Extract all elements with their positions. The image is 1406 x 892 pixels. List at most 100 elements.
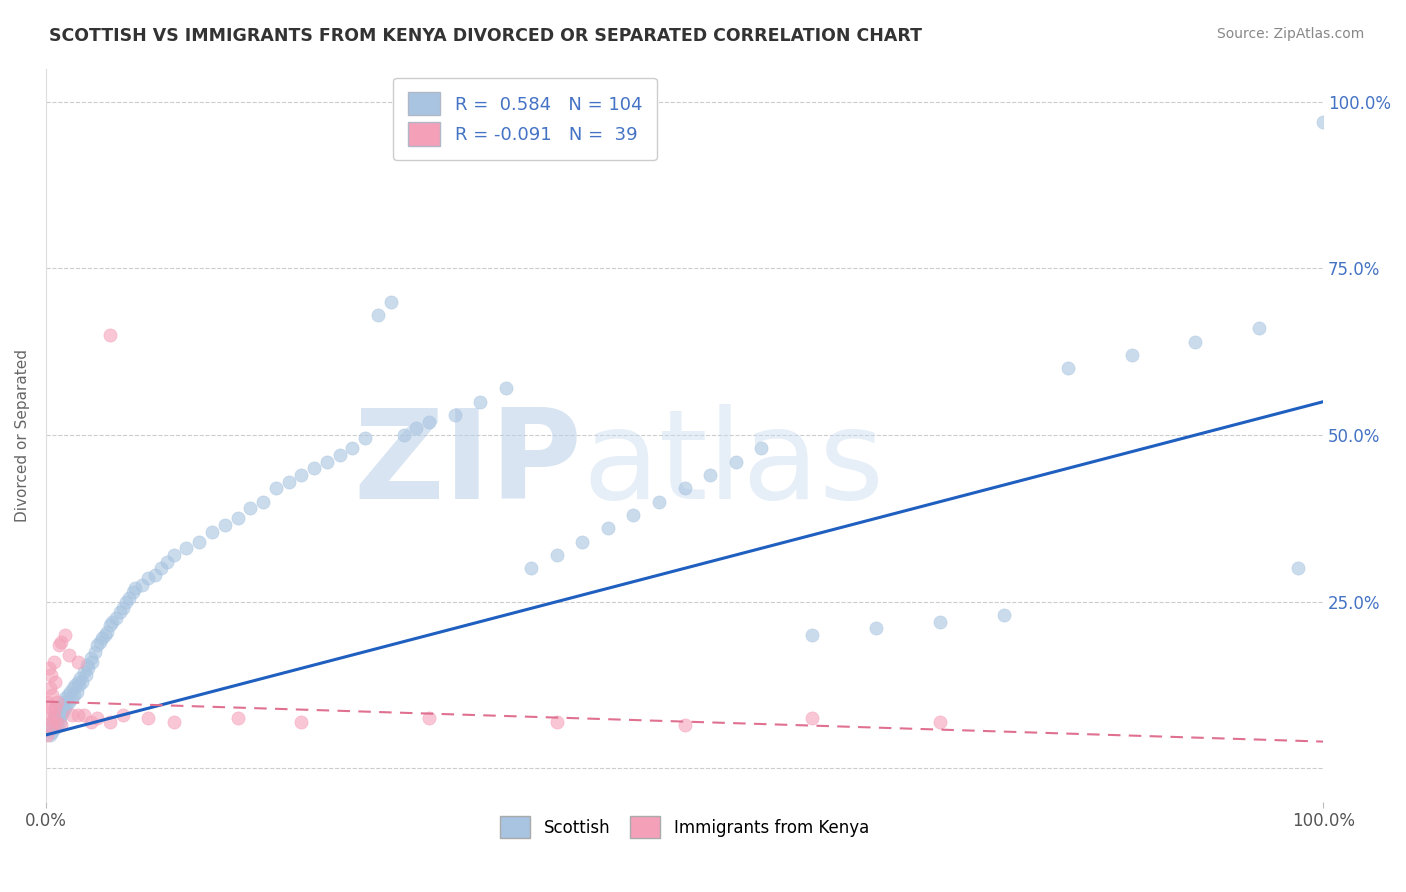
Point [67, 678, 90, 692]
Point [380, 294, 402, 309]
Point [865, 621, 887, 635]
Point [546, 548, 568, 562]
Point [98, 714, 121, 729]
Text: ZIP: ZIP [354, 404, 582, 524]
Point [1312, 115, 1334, 129]
Text: atlas: atlas [582, 404, 884, 524]
Point [46, 718, 69, 732]
Point [75, 668, 97, 682]
Point [66, 708, 89, 723]
Point [111, 708, 134, 723]
Point [93, 628, 115, 642]
Point [91, 632, 114, 646]
Point [45, 701, 67, 715]
Point [83, 645, 105, 659]
Point [52, 698, 75, 712]
Point [648, 494, 671, 508]
Point [58, 648, 80, 662]
Point [176, 541, 198, 556]
Point [149, 561, 172, 575]
Point [749, 442, 772, 456]
Point [290, 468, 312, 483]
Point [239, 501, 262, 516]
Point [39, 668, 62, 682]
Point [44, 674, 66, 689]
Y-axis label: Divorced or Separated: Divorced or Separated [15, 349, 30, 522]
Point [38, 661, 60, 675]
Point [136, 711, 159, 725]
Point [52, 695, 75, 709]
Point [70, 674, 93, 689]
Point [45, 714, 67, 729]
Point [48, 705, 70, 719]
Point [51, 718, 73, 732]
Point [73, 708, 96, 723]
Point [49, 701, 72, 715]
Point [38, 708, 60, 723]
Point [929, 714, 952, 729]
Point [571, 534, 593, 549]
Point [1121, 348, 1143, 362]
Point [38, 728, 60, 742]
Point [342, 442, 364, 456]
Point [143, 568, 166, 582]
Point [63, 688, 86, 702]
Point [37, 728, 59, 742]
Point [49, 714, 72, 729]
Point [163, 714, 186, 729]
Point [801, 628, 824, 642]
Point [44, 701, 66, 715]
Point [86, 711, 108, 725]
Point [96, 624, 118, 639]
Point [367, 308, 389, 322]
Point [38, 721, 60, 735]
Point [52, 705, 75, 719]
Point [59, 684, 82, 698]
Point [53, 691, 76, 706]
Point [354, 431, 377, 445]
Point [188, 534, 211, 549]
Point [724, 455, 747, 469]
Point [53, 628, 76, 642]
Point [65, 684, 87, 698]
Point [495, 381, 517, 395]
Point [118, 591, 141, 606]
Point [41, 724, 63, 739]
Point [1286, 561, 1309, 575]
Point [42, 708, 65, 723]
Point [1249, 321, 1271, 335]
Point [48, 638, 70, 652]
Point [101, 615, 124, 629]
Point [1184, 334, 1206, 349]
Point [470, 394, 492, 409]
Point [214, 518, 236, 533]
Point [46, 695, 69, 709]
Point [156, 555, 179, 569]
Point [62, 681, 84, 696]
Point [108, 605, 131, 619]
Point [418, 711, 440, 725]
Point [115, 594, 138, 608]
Point [124, 582, 146, 596]
Point [623, 508, 645, 522]
Point [520, 561, 543, 575]
Text: SCOTTISH VS IMMIGRANTS FROM KENYA DIVORCED OR SEPARATED CORRELATION CHART: SCOTTISH VS IMMIGRANTS FROM KENYA DIVORC… [49, 27, 922, 45]
Point [73, 665, 96, 679]
Point [163, 548, 186, 562]
Point [46, 708, 69, 723]
Point [69, 671, 91, 685]
Point [226, 711, 249, 725]
Point [60, 708, 83, 723]
Point [673, 718, 696, 732]
Point [316, 455, 339, 469]
Point [111, 601, 134, 615]
Point [65, 678, 87, 692]
Point [596, 521, 619, 535]
Point [76, 657, 98, 672]
Point [79, 651, 101, 665]
Point [993, 607, 1015, 622]
Point [929, 615, 952, 629]
Point [673, 481, 696, 495]
Point [121, 584, 143, 599]
Point [39, 701, 62, 715]
